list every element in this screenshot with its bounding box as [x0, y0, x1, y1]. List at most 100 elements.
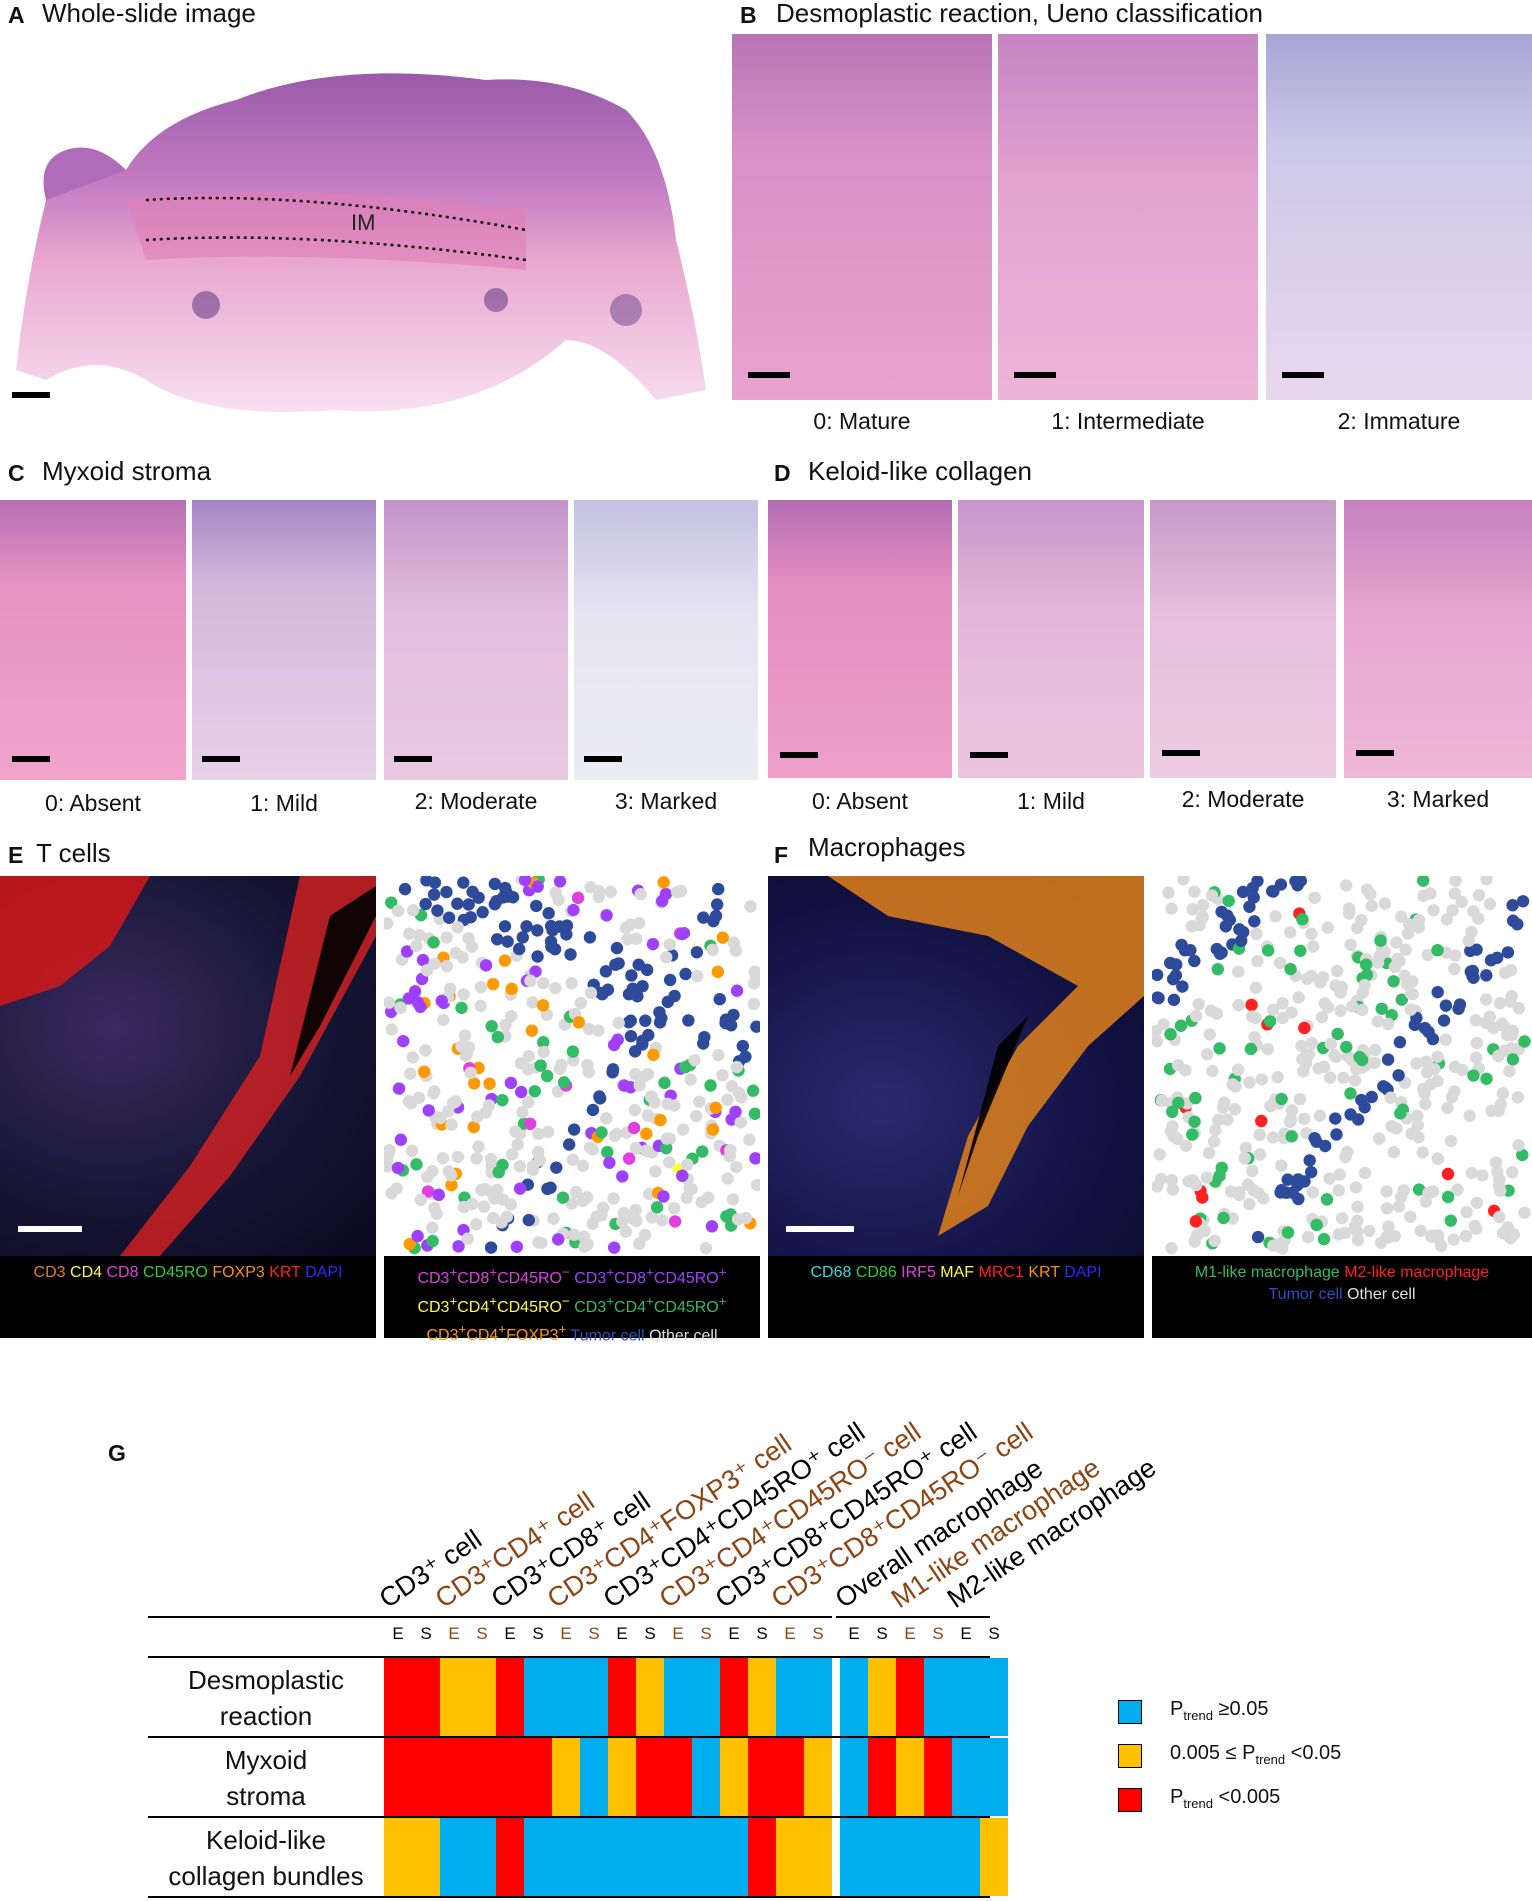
cell-dot — [1188, 885, 1201, 898]
cell-dot — [1246, 1164, 1259, 1178]
heatmap-cell — [496, 1738, 524, 1816]
cell-dot — [1209, 1123, 1222, 1137]
heatmap-sublabel: S — [756, 1624, 768, 1643]
cell-dot — [1222, 894, 1235, 908]
heatmap-cell — [868, 1738, 896, 1816]
heatmap-cell — [440, 1818, 468, 1896]
cell-dot — [511, 1138, 524, 1151]
cell-dot — [1453, 998, 1467, 1011]
cell-dot — [668, 1215, 682, 1228]
cell-dot — [1431, 1050, 1444, 1063]
cell-dot — [612, 957, 625, 970]
myxoid-marked-image — [574, 500, 758, 780]
cell-dot — [550, 1161, 563, 1174]
heatmap-cell — [524, 1658, 552, 1736]
heatmap-sublabel: E — [560, 1624, 572, 1643]
cell-dot — [1365, 899, 1378, 913]
cell-dot — [1263, 1015, 1277, 1028]
cell-dot — [488, 877, 502, 891]
cell-dot — [1308, 891, 1321, 904]
cell-dot — [1363, 1224, 1376, 1238]
heatmap-cell — [804, 1818, 832, 1896]
cell-dot — [653, 1016, 667, 1029]
cell-dot — [1439, 1033, 1452, 1046]
cell-dot — [421, 1185, 435, 1198]
cell-dot — [1496, 1226, 1510, 1240]
cell-dot — [1250, 927, 1263, 941]
heatmap-cell — [552, 1818, 580, 1896]
cell-dot — [1387, 1146, 1401, 1159]
cell-dot — [1441, 1167, 1455, 1181]
heatmap-cell — [384, 1658, 412, 1736]
cell-dot — [632, 1237, 646, 1250]
heatmap-cell — [924, 1658, 952, 1736]
cell-dot — [736, 1039, 750, 1053]
cell-dot — [524, 974, 537, 988]
cell-dot — [1371, 1015, 1385, 1028]
myxoid-caption-0: 0: Absent — [45, 790, 141, 816]
cell-dot — [1412, 1183, 1426, 1196]
legend-entry: CD3+CD8+CD45RO− — [417, 1265, 570, 1288]
cell-dot — [1448, 1060, 1462, 1074]
cell-dot — [1235, 934, 1248, 948]
cell-dot — [464, 1066, 477, 1080]
heatmap-cell — [748, 1818, 776, 1896]
cell-dot — [1312, 1062, 1325, 1075]
cell-dot — [1467, 1069, 1480, 1082]
cell-dot — [1165, 1241, 1178, 1255]
cell-dot — [1171, 1059, 1185, 1072]
cell-dot — [465, 940, 479, 953]
scale-bar-a — [12, 392, 50, 398]
cell-dot — [1232, 965, 1245, 978]
cell-dot — [1176, 980, 1189, 993]
cell-dot — [649, 1165, 662, 1178]
cell-dot — [513, 1160, 527, 1173]
heatmap-cell — [608, 1738, 636, 1816]
cell-dot — [553, 920, 566, 933]
cell-dot — [1410, 1057, 1423, 1070]
cell-dot — [619, 921, 633, 935]
cell-dot — [730, 1060, 744, 1074]
heatmap-sublabel: E — [960, 1624, 972, 1643]
cell-dot — [518, 876, 532, 887]
cell-dot — [1273, 956, 1287, 970]
heatmap-top-rule-left — [148, 1616, 832, 1618]
cell-dot — [548, 943, 562, 956]
cell-dot — [648, 1096, 661, 1109]
cell-dot — [1255, 1114, 1268, 1128]
cell-dot — [483, 1077, 496, 1090]
cell-dot — [1447, 1233, 1460, 1246]
cell-dot — [744, 900, 757, 913]
heatmap-cell — [924, 1738, 952, 1816]
cell-dot — [1169, 969, 1183, 982]
cell-dot — [1426, 1185, 1440, 1198]
cell-dot — [504, 1076, 518, 1090]
heatmap-cell — [720, 1738, 748, 1816]
cell-dot — [442, 911, 456, 924]
cell-dot — [623, 1152, 636, 1165]
row-label-line2: collagen bundles — [168, 1861, 364, 1891]
cell-dot — [1157, 1018, 1170, 1031]
cell-dot — [1210, 942, 1223, 956]
cell-dot — [1261, 944, 1275, 957]
cell-dot — [657, 876, 670, 889]
cell-dot — [1378, 945, 1391, 959]
cell-dot — [712, 1048, 725, 1062]
cell-dot — [436, 1151, 450, 1165]
heatmap-cell — [636, 1738, 664, 1816]
cell-dot — [595, 1126, 608, 1139]
legend-entry: CD45RO — [142, 1264, 208, 1281]
cell-dot — [1164, 1125, 1178, 1138]
heatmap-sublabel: E — [672, 1624, 684, 1643]
heatmap-sublabel: S — [644, 1624, 656, 1643]
legend-entry: CD3+CD4+CD45RO+ — [574, 1293, 727, 1316]
cell-dot — [1226, 1212, 1239, 1225]
heatmap-sublabel: E — [784, 1624, 796, 1643]
scale-bar-d3 — [1162, 750, 1200, 756]
cell-dot — [639, 1014, 652, 1027]
cell-dot — [1424, 887, 1437, 900]
cell-dot — [1476, 1169, 1489, 1182]
cell-dot — [636, 979, 649, 993]
legend-entry: DAPI — [305, 1264, 343, 1281]
cell-dot — [1448, 962, 1461, 976]
